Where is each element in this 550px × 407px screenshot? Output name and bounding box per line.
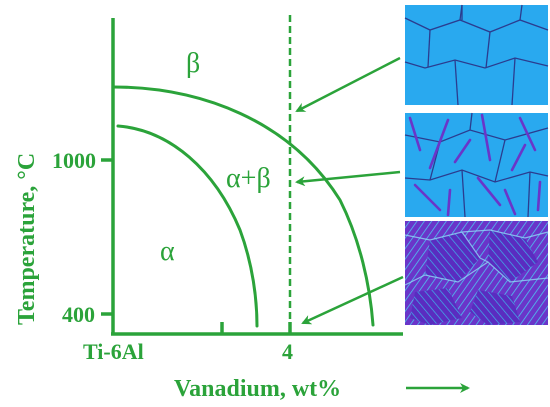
x-axis-title: Vanadium, wt% xyxy=(174,376,341,402)
region-alpha-beta-label: α+β xyxy=(226,163,271,194)
x-tick-label-origin: Ti-6Al xyxy=(83,339,144,364)
x-tick-label-4: 4 xyxy=(282,339,293,364)
micrograph-basketweave xyxy=(404,221,549,325)
region-beta-label: β xyxy=(186,48,200,79)
arrow-to-alpha-beta xyxy=(295,170,401,187)
micrograph-beta-grains xyxy=(404,4,549,106)
y-tick-label-1000: 1000 xyxy=(52,148,96,173)
alpha-solvus-curve xyxy=(116,124,259,328)
pointer-arrows xyxy=(295,56,404,325)
micrograph-alpha-plates xyxy=(404,112,549,218)
arrow-to-alpha xyxy=(301,275,404,325)
region-alpha-label: α xyxy=(160,236,175,267)
y-tick-label-400: 400 xyxy=(62,302,95,327)
beta-transus-curve xyxy=(111,85,375,327)
phase-boundaries xyxy=(111,85,375,328)
arrow-to-beta xyxy=(295,56,401,113)
y-axis-title: Temperature, °C xyxy=(14,153,40,325)
